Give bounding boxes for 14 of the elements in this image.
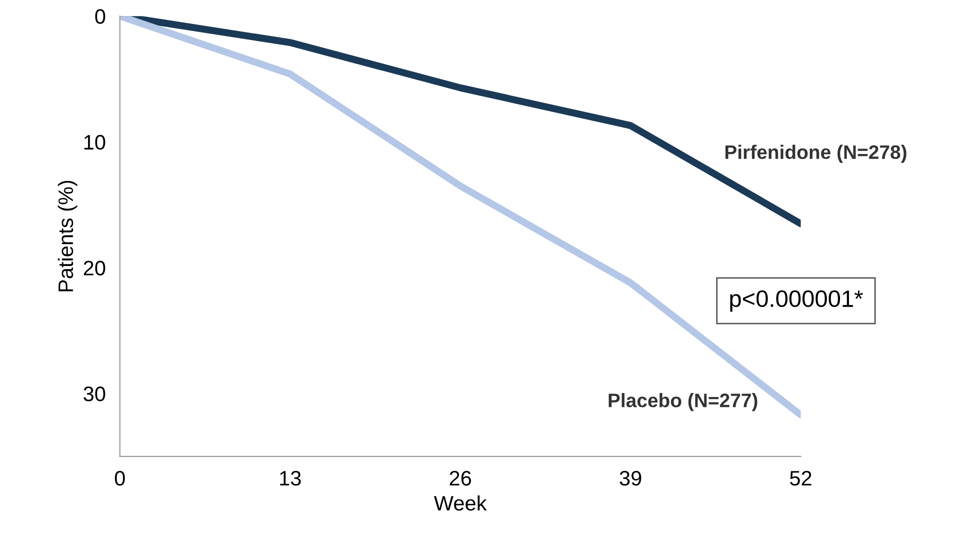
y-tick-label: 30	[84, 386, 106, 402]
annotation: p<0.000001*	[730, 290, 863, 312]
y-tick-label: 0	[95, 9, 106, 24]
x-tick-label: 26	[450, 470, 471, 486]
x-axis-title: Week	[434, 495, 487, 511]
y-tick-label: 20	[84, 260, 106, 276]
series-label: Placebo (N=277)	[608, 393, 758, 412]
y-axis-title: Patients (%)	[58, 180, 78, 292]
x-tick-label: 0	[114, 470, 125, 486]
x-tick-label: 52	[790, 470, 812, 486]
series-label: Pirfenidone (N=278)	[725, 144, 906, 163]
x-tick-label: 13	[280, 470, 301, 486]
y-tick-label: 10	[84, 134, 106, 150]
x-tick-label: 39	[620, 470, 642, 486]
